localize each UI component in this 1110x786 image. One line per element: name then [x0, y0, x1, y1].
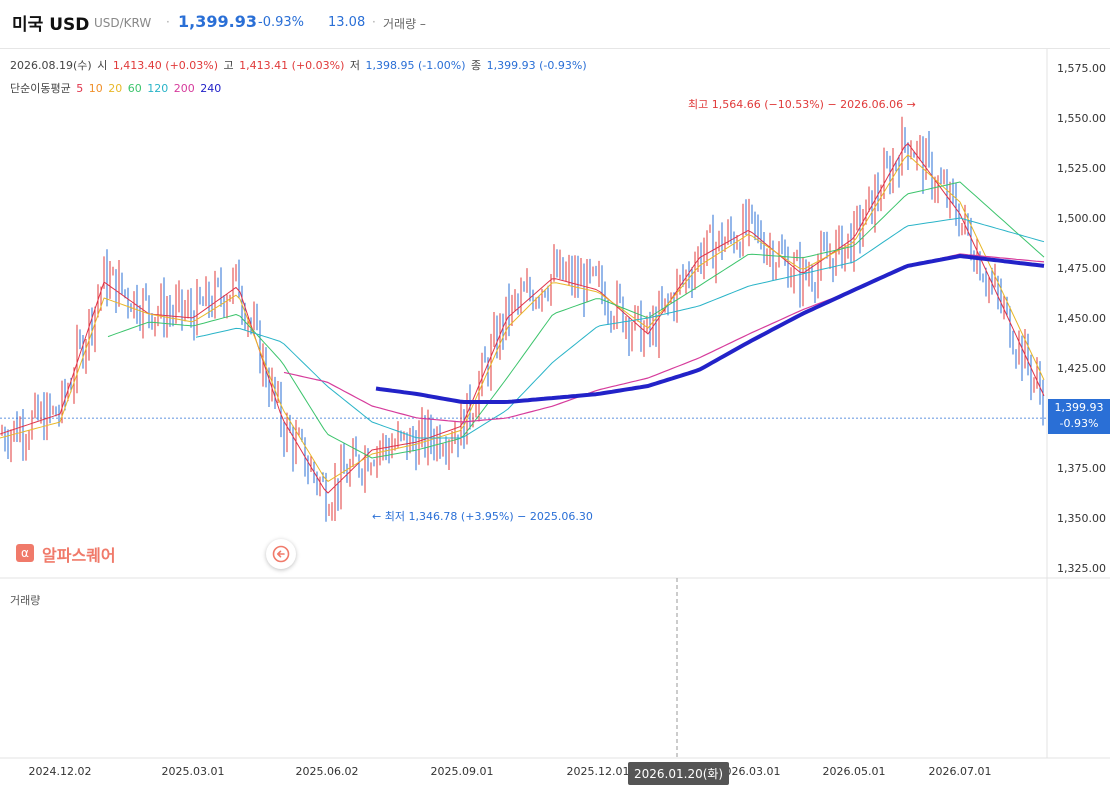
x-tick-label: 2024.12.02	[29, 765, 92, 778]
close-value: 1,399.93 (-0.93%)	[486, 59, 587, 72]
ma-line-240	[375, 254, 1045, 404]
ohlc-legend: 2026.08.19(수) 시 1,413.40 (+0.03%) 고 1,41…	[10, 57, 589, 73]
high-annotation: 최고 1,564.66 (−10.53%) − 2026.06.06 →	[688, 98, 916, 111]
y-tick-label: 1,450.00	[1057, 312, 1106, 325]
x-tick-label: 2026.03.01	[718, 765, 781, 778]
chart-frame	[0, 48, 1110, 759]
ma-period-20: 20	[108, 82, 123, 95]
logo-text: 알파스퀘어	[42, 546, 116, 565]
x-tick-label: 2025.09.01	[431, 765, 494, 778]
open-label: 시	[97, 59, 108, 72]
x-tick-label: 2025.12.01	[567, 765, 630, 778]
ma-line-120	[195, 217, 1045, 439]
moving-averages	[0, 142, 1045, 494]
arrow-left-circle-icon	[272, 545, 290, 563]
ma-period-200: 200	[173, 82, 195, 95]
header-bar: 미국 USD USD/KRW · 1,399.93 -0.93% 13.08 ·…	[0, 0, 1110, 49]
y-tick-label: 1,350.00	[1057, 512, 1106, 525]
volume-panel-label: 거래량	[10, 594, 41, 607]
high-label: 고	[223, 59, 234, 72]
y-tick-label: 1,425.00	[1057, 362, 1106, 375]
ma-period-240: 240	[200, 82, 222, 95]
last-price-value: 1,399.93	[1054, 401, 1104, 414]
last-price-change: -0.93%	[1059, 417, 1099, 430]
x-tick-label: 2025.06.02	[296, 765, 359, 778]
last-price-tag: 1,399.93 -0.93%	[1048, 399, 1110, 434]
x-tick-label: 2026.07.01	[929, 765, 992, 778]
separator-dot: ·	[372, 15, 376, 29]
low-label: 저	[349, 59, 361, 72]
ma-period-60: 60	[127, 82, 142, 95]
change-value: 13.08	[328, 15, 366, 30]
y-tick-label: 1,475.00	[1057, 262, 1106, 275]
ma-line-200	[283, 253, 1045, 423]
crosshair-date-label: 2026.01.20(화)	[628, 762, 730, 785]
back-button[interactable]	[266, 539, 296, 569]
high-value: 1,413.41 (+0.03%)	[239, 59, 345, 72]
separator-dot: ·	[166, 15, 170, 29]
open-value: 1,413.40 (+0.03%)	[112, 59, 219, 72]
annotations: 최고 1,564.66 (−10.53%) − 2026.06.06 → ← 최…	[372, 98, 916, 523]
x-tick-label: 2025.03.01	[162, 765, 225, 778]
price-axis: 1,575.00 1,550.00 1,525.00 1,500.00 1,475.00…	[1057, 62, 1106, 575]
ma-line-20	[0, 154, 1045, 482]
legend-date: 2026.08.19(수)	[10, 59, 92, 72]
close-label: 종	[471, 59, 482, 72]
y-tick-label: 1,375.00	[1057, 462, 1106, 475]
alpha-square-icon: α	[16, 544, 34, 562]
ma-legend[interactable]: 단순이동평균 5 10 20 60 120 200 240	[10, 80, 223, 96]
candles	[1, 116, 1044, 522]
low-annotation: ← 최저 1,346.78 (+3.95%) − 2025.06.30	[372, 510, 593, 523]
change-percent: -0.93%	[258, 15, 304, 30]
y-tick-label: 1,325.00	[1057, 562, 1106, 575]
current-price: 1,399.93	[178, 12, 257, 31]
ma-period-5: 5	[76, 82, 84, 95]
x-tick-label: 2026.05.01	[823, 765, 886, 778]
instrument-title: 미국 USD	[12, 15, 90, 35]
ma-line-5	[0, 142, 1045, 494]
ma-legend-label: 단순이동평균	[10, 82, 71, 95]
ma-period-10: 10	[88, 82, 103, 95]
volume-header: 거래량 –	[383, 17, 426, 31]
y-tick-label: 1,575.00	[1057, 62, 1106, 75]
low-value: 1,398.95 (-1.00%)	[365, 59, 466, 72]
y-tick-label: 1,550.00	[1057, 112, 1106, 125]
date-axis: 2024.12.02 2025.03.01 2025.06.02 2025.09.01…	[29, 765, 992, 778]
ma-line-60	[107, 181, 1045, 459]
ma-period-120: 120	[147, 82, 169, 95]
y-tick-label: 1,525.00	[1057, 162, 1106, 175]
currency-pair: USD/KRW	[94, 16, 152, 30]
y-tick-label: 1,500.00	[1057, 212, 1106, 225]
